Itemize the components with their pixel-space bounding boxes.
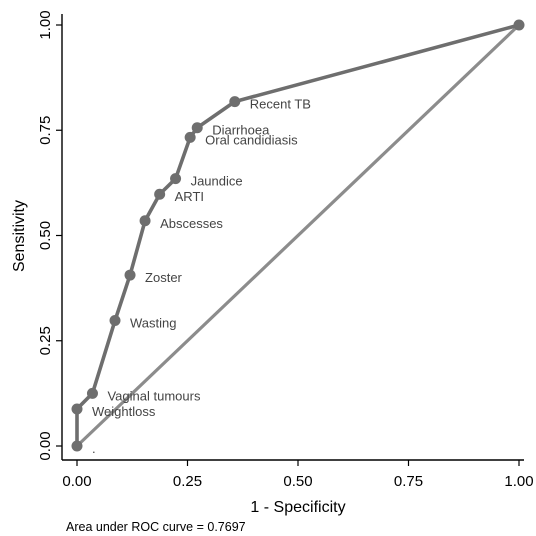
roc-point-marker xyxy=(170,173,182,185)
roc-point-label: Abscesses xyxy=(160,216,223,231)
y-axis-title: Sensitivity xyxy=(11,200,28,272)
x-tick-label: 0.75 xyxy=(394,473,423,490)
roc-point-label: Wasting xyxy=(130,316,176,331)
reference-diagonal-line xyxy=(75,23,521,448)
y-ticks: 0.00 0.25 0.50 0.75 1.00 xyxy=(37,10,62,461)
y-tick-label: 0.75 xyxy=(37,116,54,145)
roc-point-marker xyxy=(154,188,166,200)
roc-point-label: . xyxy=(92,441,96,456)
roc-point-marker xyxy=(513,19,525,31)
x-tick-label: 0.00 xyxy=(62,473,91,490)
y-tick-label: 0.50 xyxy=(37,221,54,250)
roc-point-label: Weightloss xyxy=(92,404,156,419)
roc-point-label: Zoster xyxy=(145,270,183,285)
roc-point-label: Diarrhoea xyxy=(212,123,270,138)
roc-point-label: Vaginal tumours xyxy=(107,388,200,403)
roc-point-marker xyxy=(71,440,83,452)
roc-point-label: Jaundice xyxy=(191,174,243,189)
roc-point-label: Recent TB xyxy=(250,97,311,112)
y-axis: 0.00 0.25 0.50 0.75 1.00 xyxy=(37,10,63,461)
roc-point-marker xyxy=(191,122,203,134)
roc-point-label: Oral candidiasis xyxy=(205,132,298,147)
x-tick-label: 0.25 xyxy=(173,473,202,490)
y-tick-label: 1.00 xyxy=(37,10,54,39)
roc-point-marker xyxy=(71,403,83,415)
roc-point-label: ARTI xyxy=(175,189,204,204)
roc-point-marker xyxy=(229,96,241,108)
x-tick-label: 1.00 xyxy=(504,473,533,490)
x-ticks: 0.00 0.25 0.50 0.75 1.00 xyxy=(62,460,534,490)
auc-annotation: Area under ROC curve = 0.7697 xyxy=(66,520,246,534)
roc-point-marker xyxy=(109,315,121,327)
x-axis-title: 1 - Specificity xyxy=(250,499,345,516)
roc-point-marker xyxy=(139,215,151,227)
y-tick-label: 0.25 xyxy=(37,326,54,355)
roc-point-marker xyxy=(184,131,196,143)
roc-point-marker xyxy=(124,269,136,281)
y-tick-label: 0.00 xyxy=(37,431,54,460)
x-axis: 0.00 0.25 0.50 0.75 1.00 xyxy=(62,459,534,490)
roc-point-marker xyxy=(86,387,98,399)
x-tick-label: 0.50 xyxy=(283,473,312,490)
